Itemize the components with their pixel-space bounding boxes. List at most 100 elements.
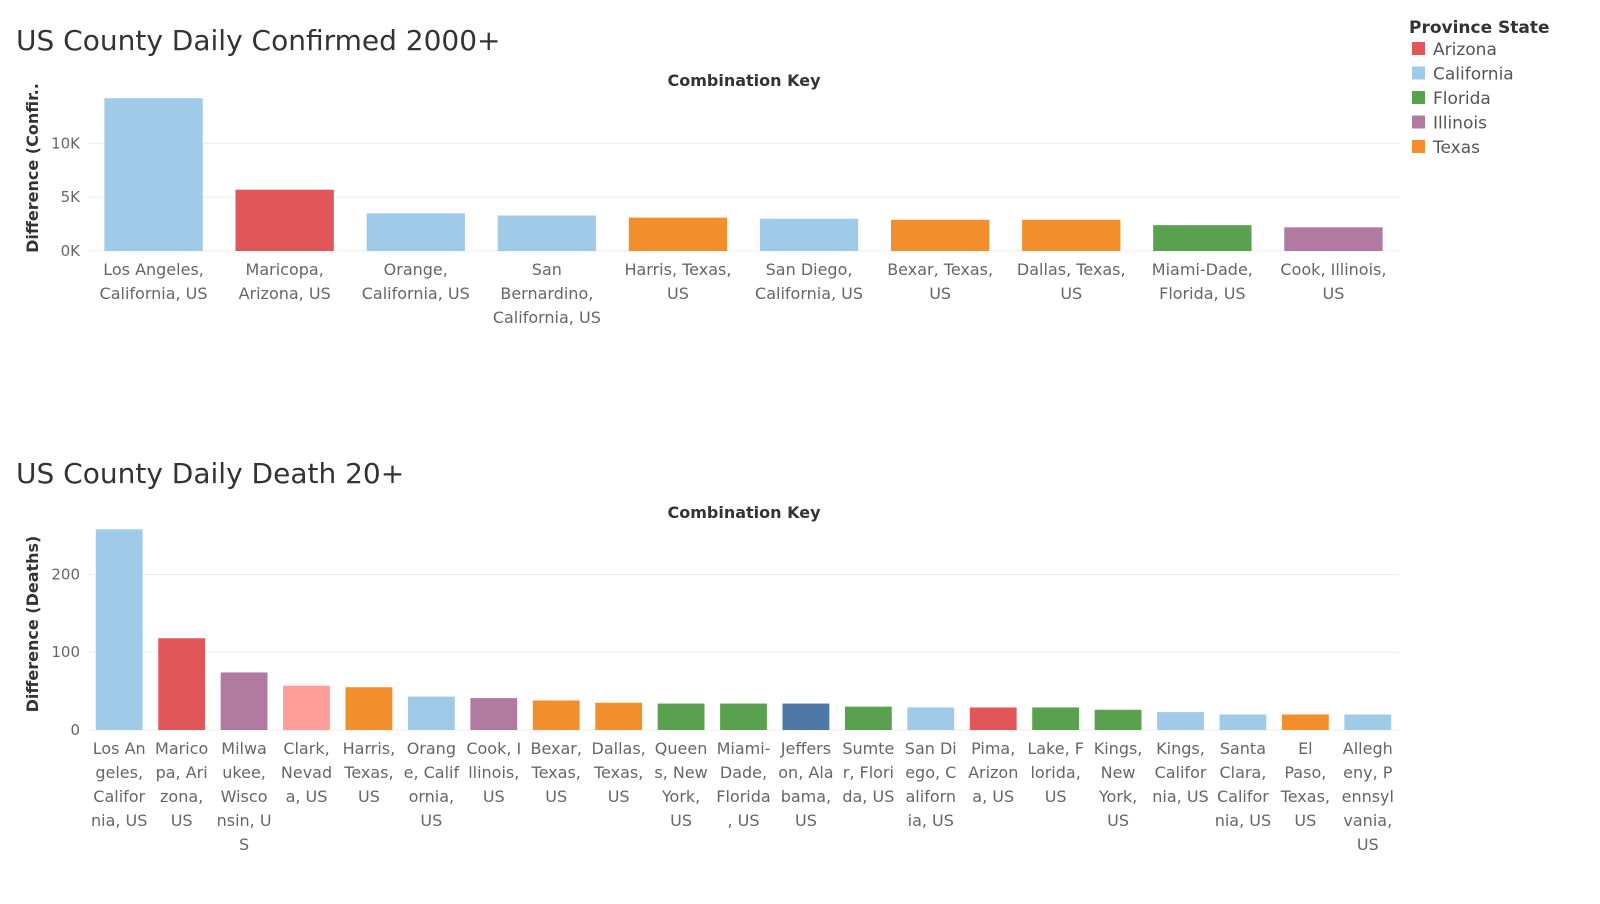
category-label-line: on, Ala: [778, 763, 833, 782]
bar[interactable]: [407, 696, 455, 730]
legend-title: Province State: [1409, 18, 1550, 38]
bar[interactable]: [104, 98, 203, 251]
deaths-chart-title: US County Daily Death 20+: [16, 457, 404, 490]
bar[interactable]: [1094, 709, 1142, 730]
bar[interactable]: [497, 215, 597, 251]
bar[interactable]: [1157, 712, 1204, 730]
legend-label[interactable]: Arizona: [1433, 40, 1497, 60]
category-label-line: San: [532, 260, 562, 279]
legend-label[interactable]: Florida: [1433, 89, 1491, 109]
bar[interactable]: [235, 189, 334, 251]
bar[interactable]: [657, 703, 705, 730]
category-label-line: Califor: [1155, 763, 1207, 782]
confirmed-x-axis-title: Combination Key: [667, 71, 821, 90]
bar[interactable]: [158, 638, 206, 730]
category-label-line: US: [420, 811, 442, 830]
deaths-bars: [95, 529, 1392, 730]
legend-swatch: [1412, 115, 1425, 129]
bar[interactable]: [890, 219, 990, 251]
category-label: Los An geles, Califor nia, US: [91, 739, 147, 830]
y-tick-label: 10K: [51, 134, 81, 152]
category-label-line: York,: [661, 787, 700, 806]
category-label-line: Los An: [93, 739, 146, 758]
category-label-line: Milwa: [221, 739, 267, 758]
category-label: Marico pa, Ari zona, US: [155, 739, 208, 830]
category-label-line: US: [171, 811, 193, 830]
bar[interactable]: [759, 218, 859, 251]
category-label: Cook, I llinois, US: [466, 739, 521, 806]
category-label-line: nia, US: [91, 811, 147, 830]
category-label: San Di ego, C aliforn ia, US: [905, 739, 957, 830]
bar[interactable]: [1281, 714, 1329, 730]
bar[interactable]: [1219, 714, 1267, 730]
category-label-line: e, Calif: [404, 763, 460, 782]
deaths-chart: US County Daily Death 20+ Combination Ke…: [16, 457, 1399, 854]
bar[interactable]: [95, 529, 143, 730]
category-label-line: bama,: [781, 787, 831, 806]
category-label-line: Queen: [655, 739, 708, 758]
confirmed-bars: [104, 98, 1383, 251]
legend-swatch: [1412, 91, 1425, 104]
bar[interactable]: [907, 707, 955, 730]
y-tick-label: 200: [51, 565, 80, 583]
bar[interactable]: [1153, 225, 1252, 251]
bar[interactable]: [720, 703, 767, 730]
bar[interactable]: [1284, 227, 1383, 251]
category-label-line: York,: [1098, 787, 1137, 806]
category-label-line: Orang: [407, 739, 456, 758]
category-label-line: Florida: [716, 787, 770, 806]
category-label-line: Jeffers: [780, 739, 831, 758]
legend-label[interactable]: Texas: [1432, 138, 1480, 158]
category-label-line: , US: [727, 811, 759, 830]
category-label-line: nsin, U: [217, 811, 272, 830]
category-label-line: US: [1060, 284, 1082, 303]
category-label-line: Los Angeles,: [103, 260, 204, 279]
category-label-line: Bexar, Texas,: [887, 260, 993, 279]
category-label-line: ukee,: [222, 763, 266, 782]
category-label-line: US: [1357, 835, 1379, 854]
category-label-line: Nevad: [281, 763, 332, 782]
bar[interactable]: [1022, 219, 1121, 251]
bar[interactable]: [345, 687, 393, 730]
category-label-line: ia, US: [908, 811, 954, 830]
bar[interactable]: [532, 700, 580, 730]
category-label: Lake, F lorida, US: [1027, 739, 1084, 806]
bar[interactable]: [1032, 707, 1080, 730]
category-label: El Paso, Texas, US: [1280, 739, 1330, 830]
bar[interactable]: [220, 672, 268, 730]
category-label-line: Arizon: [968, 763, 1018, 782]
bar[interactable]: [283, 685, 330, 730]
category-label-line: S: [239, 835, 249, 854]
bar[interactable]: [628, 217, 728, 251]
bar[interactable]: [844, 706, 892, 730]
category-label: Miami-Dade, Florida, US: [716, 739, 770, 830]
category-label-line: Miami-: [717, 739, 771, 758]
category-label-line: California, US: [755, 284, 863, 303]
category-label-line: aliforn: [906, 787, 957, 806]
category-label-line: lorida,: [1030, 763, 1080, 782]
category-label-line: llinois,: [468, 763, 519, 782]
category-label-line: US: [795, 811, 817, 830]
category-label-line: nia, US: [1152, 787, 1208, 806]
confirmed-category-labels: Los Angeles, California, US Maricopa, Arizo…: [100, 260, 1387, 327]
category-label: Maricopa, Arizona, US: [239, 260, 331, 303]
bar[interactable]: [366, 213, 465, 251]
category-label-line: ennsyl: [1342, 787, 1394, 806]
bar[interactable]: [1344, 714, 1392, 730]
category-label: Orange, California, US: [362, 260, 470, 303]
category-label: Miami-Dade, Florida, US: [1152, 260, 1253, 303]
confirmed-y-ticks: 0K 5K 10K: [51, 134, 81, 260]
category-label-line: US: [1107, 811, 1129, 830]
category-label: Sumte r, Flori da, US: [842, 739, 894, 806]
category-label-line: Dallas, Texas,: [1017, 260, 1126, 279]
legend-label[interactable]: Illinois: [1433, 114, 1487, 134]
category-label-line: Wisco: [221, 787, 268, 806]
legend-label[interactable]: California: [1433, 65, 1514, 85]
bar[interactable]: [595, 702, 643, 730]
category-label-line: New: [1101, 763, 1136, 782]
category-label-line: Cook, Illinois,: [1280, 260, 1386, 279]
bar[interactable]: [470, 698, 518, 730]
bar[interactable]: [782, 703, 830, 730]
category-label-line: Lake, F: [1027, 739, 1084, 758]
bar[interactable]: [969, 707, 1017, 730]
